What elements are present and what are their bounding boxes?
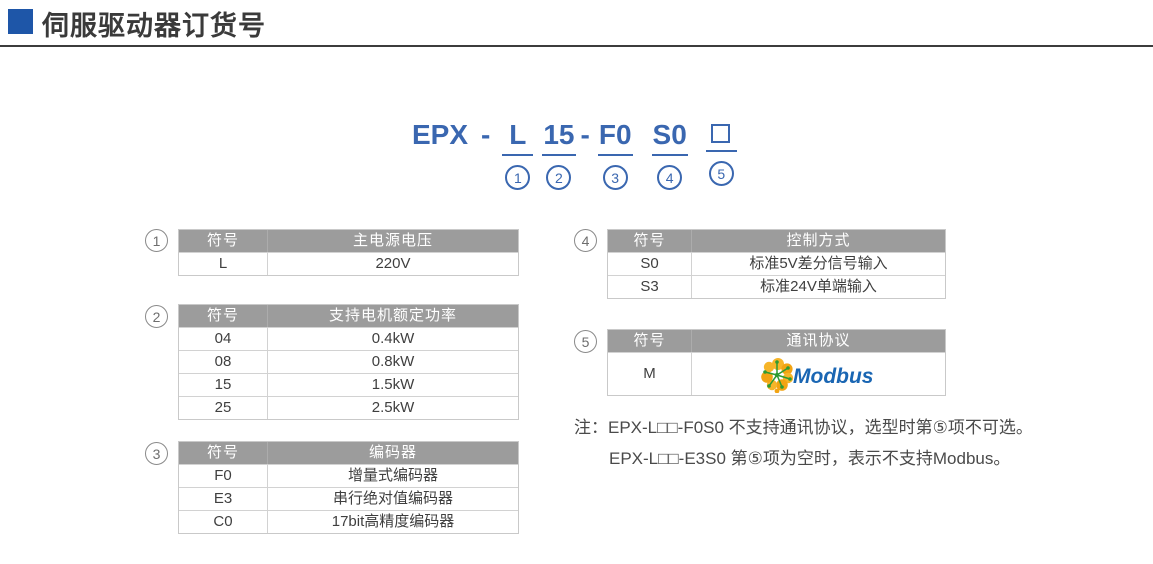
- modbus-logo: Modbus: [692, 353, 945, 395]
- table-2-number: 2: [145, 305, 168, 328]
- model-code: EPX - L 1 15 2 - F0 3 S0 4 5: [412, 118, 737, 190]
- column-header: 支持电机额定功率: [267, 305, 518, 327]
- table-cell: E3: [179, 487, 267, 510]
- table-cell: 04: [179, 327, 267, 350]
- column-header: 通讯协议: [691, 330, 945, 352]
- table-cell: F0: [179, 464, 267, 487]
- column-header: 编码器: [267, 442, 518, 464]
- model-segment-power: 15 2: [542, 118, 576, 190]
- circled-number-4: 4: [657, 165, 683, 190]
- modbus-logo-graphic: Modbus: [760, 358, 873, 393]
- table-cell: 标准24V单端输入: [691, 275, 945, 298]
- footnote-line-2: EPX-L□□-E3S0 第⑤项为空时，表示不支持Modbus。: [609, 449, 1011, 468]
- footnote-text: EPX-L□□-F0S0 不支持通讯协议，选型时第⑤项不可选。: [608, 418, 1033, 437]
- page-title: 伺服驱动器订货号: [42, 11, 266, 41]
- model-prefix: EPX: [412, 119, 469, 150]
- footnote-label: 注：: [574, 418, 608, 437]
- model-segment-voltage: L 1: [502, 118, 534, 190]
- model-segment-code: L: [502, 118, 534, 156]
- table-main-voltage: 符号 主电源电压 L 220V: [178, 229, 519, 276]
- model-dash: -: [481, 119, 491, 150]
- model-segment-code: S0: [651, 118, 688, 156]
- header-divider: [0, 45, 1153, 47]
- table-cell: 08: [179, 350, 267, 373]
- title-square-icon: [8, 9, 33, 34]
- table-control-mode: 符号 控制方式 S0 标准5V差分信号输入 S3 标准24V单端输入: [607, 229, 946, 299]
- table-cell: 串行绝对值编码器: [267, 487, 518, 510]
- column-header: 符号: [608, 230, 691, 252]
- table-1-number: 1: [145, 229, 168, 252]
- table-cell: M: [608, 352, 691, 395]
- circled-number-1: 1: [505, 165, 531, 190]
- column-header: 符号: [179, 305, 267, 327]
- table-encoder: 符号 编码器 F0 增量式编码器 E3 串行绝对值编码器 C0 17bit高精度…: [178, 441, 519, 534]
- model-segment-code: F0: [597, 118, 633, 156]
- table-cell: Modbus: [691, 352, 945, 395]
- table-cell: 标准5V差分信号输入: [691, 252, 945, 275]
- column-header: 控制方式: [691, 230, 945, 252]
- column-header: 符号: [608, 330, 691, 352]
- model-segment-encoder: F0 3: [597, 118, 633, 190]
- footnote-line-1: 注：EPX-L□□-F0S0 不支持通讯协议，选型时第⑤项不可选。: [574, 412, 1033, 443]
- table-rated-power: 符号 支持电机额定功率 04 0.4kW 08 0.8kW 15 1.5kW 2…: [178, 304, 519, 420]
- circled-number-3: 3: [602, 165, 628, 190]
- footnote: 注：EPX-L□□-F0S0 不支持通讯协议，选型时第⑤项不可选。 EPX-L□…: [574, 412, 1033, 474]
- circled-number-5: 5: [708, 161, 734, 186]
- table-4-number: 4: [574, 229, 597, 252]
- table-cell: 15: [179, 373, 267, 396]
- table-cell: S0: [608, 252, 691, 275]
- table-3-number: 3: [145, 442, 168, 465]
- table-cell: S3: [608, 275, 691, 298]
- table-5-number: 5: [574, 330, 597, 353]
- model-segment-control: S0 4: [651, 118, 688, 190]
- blank-box-icon: [710, 124, 730, 143]
- table-cell: 17bit高精度编码器: [267, 510, 518, 533]
- modbus-flower-icon: [760, 358, 793, 393]
- table-cell: 0.4kW: [267, 327, 518, 350]
- table-protocol: 符号 通讯协议 M: [607, 329, 946, 396]
- column-header: 主电源电压: [267, 230, 518, 252]
- table-cell: 25: [179, 396, 267, 419]
- circled-number-2: 2: [546, 165, 572, 190]
- model-segment-code: 15: [542, 118, 576, 156]
- table-cell: 1.5kW: [267, 373, 518, 396]
- table-cell: 0.8kW: [267, 350, 518, 373]
- blank-box-placeholder: [705, 118, 737, 152]
- column-header: 符号: [179, 442, 267, 464]
- table-cell: C0: [179, 510, 267, 533]
- column-header: 符号: [179, 230, 267, 252]
- model-dash: -: [580, 119, 590, 150]
- table-cell: 增量式编码器: [267, 464, 518, 487]
- table-cell: 2.5kW: [267, 396, 518, 419]
- table-cell: L: [179, 252, 267, 275]
- modbus-logo-text: Modbus: [793, 365, 873, 388]
- model-segment-protocol: 5: [705, 118, 737, 186]
- table-cell: 220V: [267, 252, 518, 275]
